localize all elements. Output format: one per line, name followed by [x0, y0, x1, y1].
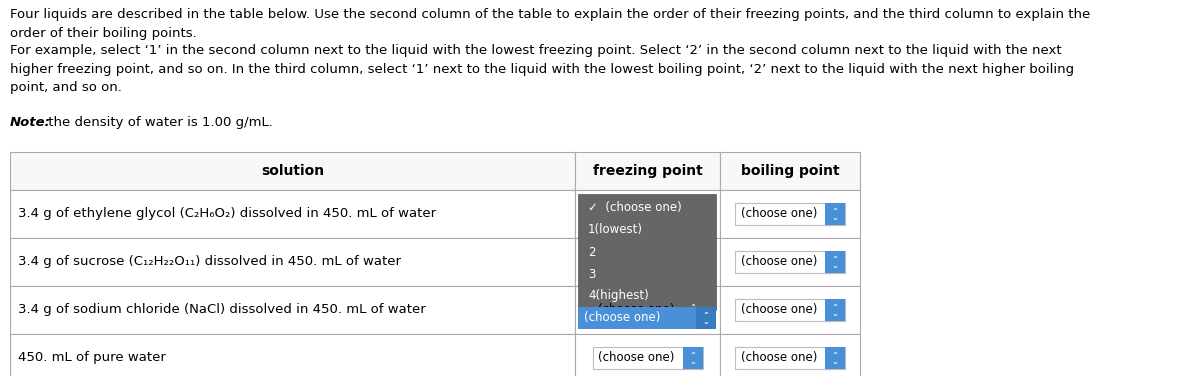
Bar: [683, 299, 702, 321]
Text: 1(lowest): 1(lowest): [588, 223, 643, 237]
Bar: [575, 152, 720, 190]
Bar: [575, 286, 720, 334]
Bar: [734, 347, 845, 369]
Text: For example, select ‘1’ in the second column next to the liquid with the lowest : For example, select ‘1’ in the second co…: [10, 44, 1074, 94]
Bar: [734, 251, 845, 273]
Text: ⌃: ⌃: [702, 311, 709, 320]
Bar: [10, 286, 575, 334]
Bar: [826, 251, 845, 273]
Text: ⌃: ⌃: [689, 303, 696, 311]
Text: ⌃: ⌃: [832, 206, 839, 215]
Bar: [720, 190, 860, 238]
Bar: [10, 190, 575, 238]
Text: ⌄: ⌄: [832, 358, 839, 367]
Text: solution: solution: [260, 164, 324, 178]
Text: (choose one): (choose one): [742, 303, 817, 317]
Text: 3.4 g of sodium chloride (NaCl) dissolved in 450. mL of water: 3.4 g of sodium chloride (NaCl) dissolve…: [18, 303, 426, 317]
Bar: [826, 203, 845, 225]
Bar: [578, 194, 716, 310]
Text: Four liquids are described in the table below. Use the second column of the tabl: Four liquids are described in the table …: [10, 8, 1091, 39]
Bar: [734, 203, 845, 225]
Bar: [593, 299, 702, 321]
Text: ⌃: ⌃: [689, 350, 696, 359]
Text: ✓  (choose one): ✓ (choose one): [588, 202, 682, 214]
Text: Note:: Note:: [10, 116, 50, 129]
Text: (choose one): (choose one): [599, 352, 674, 364]
Text: ⌄: ⌄: [702, 317, 709, 326]
Text: 4(highest): 4(highest): [588, 290, 649, 303]
Text: (choose one): (choose one): [584, 311, 660, 324]
Text: ⌃: ⌃: [832, 303, 839, 311]
Bar: [696, 307, 716, 329]
Text: boiling point: boiling point: [740, 164, 839, 178]
Bar: [826, 299, 845, 321]
Bar: [720, 334, 860, 376]
Text: ⌄: ⌄: [689, 358, 696, 367]
Text: ⌄: ⌄: [689, 309, 696, 318]
Bar: [593, 347, 702, 369]
Text: 450. mL of pure water: 450. mL of pure water: [18, 352, 166, 364]
Bar: [683, 347, 702, 369]
Text: ⌄: ⌄: [832, 309, 839, 318]
Text: (choose one): (choose one): [742, 208, 817, 220]
Bar: [734, 299, 845, 321]
Text: 2: 2: [588, 246, 595, 259]
Bar: [10, 152, 575, 190]
Bar: [720, 238, 860, 286]
Text: freezing point: freezing point: [593, 164, 702, 178]
Text: (choose one): (choose one): [599, 303, 674, 317]
Text: ⌃: ⌃: [832, 255, 839, 264]
Text: 3: 3: [588, 267, 595, 280]
Bar: [826, 347, 845, 369]
Bar: [720, 152, 860, 190]
Text: (choose one): (choose one): [742, 352, 817, 364]
Bar: [10, 334, 575, 376]
Text: (choose one): (choose one): [742, 256, 817, 268]
Text: the density of water is 1.00 g/mL.: the density of water is 1.00 g/mL.: [44, 116, 272, 129]
Text: 3.4 g of sucrose (C₁₂H₂₂O₁₁) dissolved in 450. mL of water: 3.4 g of sucrose (C₁₂H₂₂O₁₁) dissolved i…: [18, 256, 401, 268]
Text: ⌄: ⌄: [832, 214, 839, 223]
Text: 3.4 g of ethylene glycol (C₂H₆O₂) dissolved in 450. mL of water: 3.4 g of ethylene glycol (C₂H₆O₂) dissol…: [18, 208, 436, 220]
Bar: [575, 334, 720, 376]
Bar: [10, 238, 575, 286]
Bar: [578, 307, 716, 329]
Text: ⌄: ⌄: [832, 261, 839, 270]
Bar: [575, 238, 720, 286]
Bar: [720, 286, 860, 334]
Bar: [575, 190, 720, 238]
Text: ⌃: ⌃: [832, 350, 839, 359]
